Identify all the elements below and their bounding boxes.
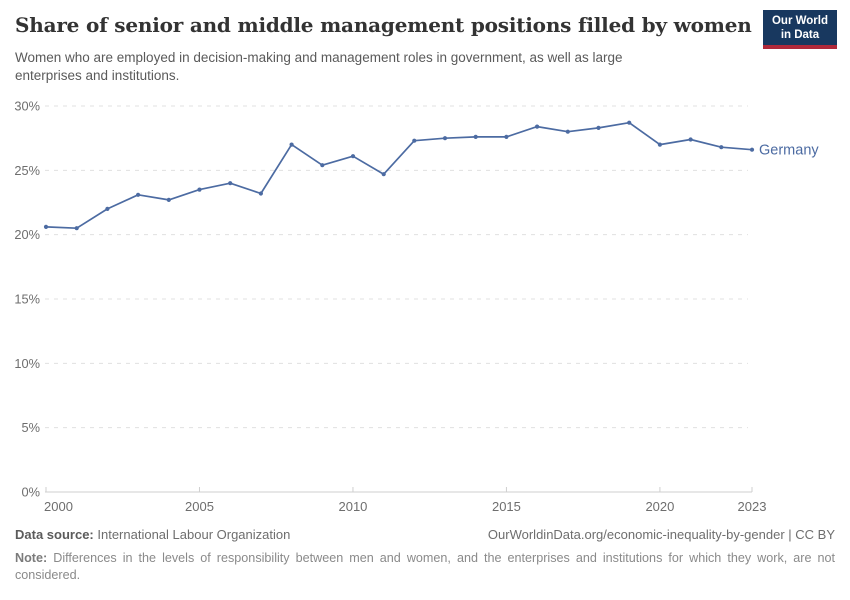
y-tick-label: 25%	[14, 163, 40, 178]
y-tick-label: 20%	[14, 227, 40, 242]
owid-logo-line2: in Data	[780, 28, 820, 41]
data-point	[627, 120, 632, 125]
line-chart-svg: 0% 5% 10% 15% 20% 25% 30% 2000 2005 2010 2015 2020 2…	[14, 99, 819, 515]
y-tick-label: 5%	[22, 420, 41, 435]
x-tick-label: 2005	[185, 499, 214, 514]
series-label-germany[interactable]: Germany	[759, 143, 819, 159]
data-point	[228, 181, 233, 186]
chart-subtitle: Women who are employed in decision-makin…	[15, 50, 623, 83]
data-point	[105, 206, 110, 211]
data-point	[136, 192, 141, 197]
x-tick-label: 2015	[492, 499, 521, 514]
series-line	[45, 121, 753, 230]
owid-logo: Our World in Data	[762, 10, 837, 50]
data-source: Data source: International Labour Organi…	[15, 527, 290, 542]
data-point	[381, 172, 386, 177]
series-germany[interactable]: Germany	[43, 120, 819, 231]
y-tick-label: 10%	[14, 356, 40, 371]
data-point	[74, 226, 79, 231]
data-point	[258, 191, 263, 196]
x-tick-label: 2000	[44, 499, 73, 514]
data-source-label: Data source:	[15, 527, 94, 542]
data-point	[596, 125, 601, 130]
owid-logo-line1: Our World	[771, 15, 828, 27]
data-point	[412, 138, 417, 143]
data-point	[749, 147, 755, 152]
x-tick-label: 2023	[738, 499, 767, 514]
chart-note: Note: Differences in the levels of respo…	[15, 550, 835, 585]
data-point	[657, 142, 663, 147]
data-point	[350, 154, 356, 159]
data-point	[197, 187, 202, 192]
data-point	[43, 224, 49, 229]
attribution-link[interactable]: OurWorldinData.org/economic-inequality-b…	[487, 527, 835, 542]
data-point	[504, 134, 509, 139]
data-point	[535, 124, 540, 129]
data-source-value: International Labour Organization	[97, 527, 291, 542]
data-point	[688, 137, 693, 142]
x-tick-label: 2010	[338, 499, 367, 514]
chart-note-text: Differences in the levels of responsibil…	[15, 551, 835, 583]
data-point	[166, 197, 171, 202]
x-tick-label: 2020	[645, 499, 674, 514]
y-tick-label: 30%	[14, 99, 40, 114]
chart-note-label: Note:	[15, 551, 48, 565]
y-tick-label: 15%	[14, 292, 40, 307]
data-point	[565, 129, 570, 134]
chart-footer: Data source: International Labour Organi…	[15, 527, 835, 585]
data-point	[320, 163, 325, 168]
data-point	[473, 134, 478, 139]
source-row: Data source: International Labour Organi…	[15, 527, 835, 542]
data-point	[719, 145, 724, 150]
line-chart: 0% 5% 10% 15% 20% 25% 30% 2000 2005 2010 2015 2020 2…	[0, 95, 850, 525]
y-tick-label: 0%	[22, 485, 41, 500]
data-point	[289, 142, 294, 147]
data-point	[442, 136, 448, 141]
page-title: Share of senior and middle management po…	[15, 13, 752, 37]
